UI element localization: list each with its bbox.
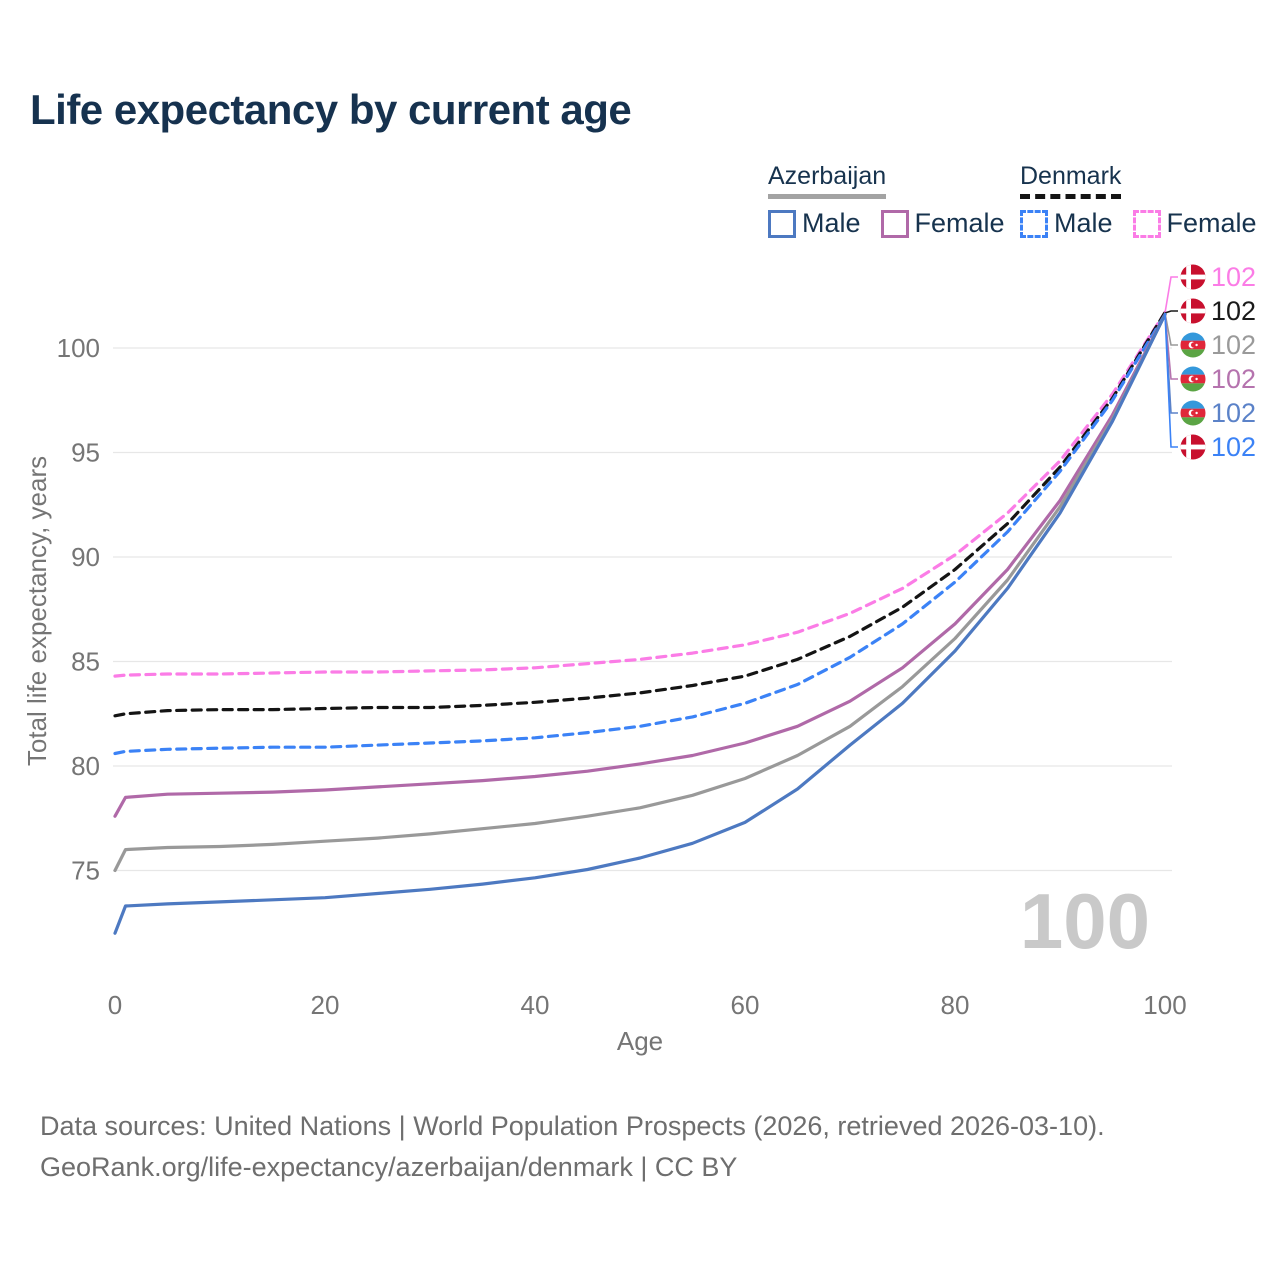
y-tick-label-90: 90 [71, 542, 100, 572]
x-tick-label-0: 0 [108, 990, 122, 1020]
series-line-azerbaijan-male [113, 313, 1167, 935]
legend-item-azerbaijan-male[interactable]: Male [768, 208, 861, 239]
legend-items-denmark: Male Female [1020, 208, 1257, 239]
y-tick-label-80: 80 [71, 751, 100, 781]
leader-line-5 [1164, 312, 1178, 448]
flag-denmark-icon [1180, 264, 1206, 290]
footer-attribution: GeoRank.org/life-expectancy/azerbaijan/d… [40, 1152, 738, 1182]
end-value-label-2: 102 [1211, 330, 1256, 360]
flag-denmark-icon [1180, 434, 1206, 460]
legend-item-denmark-female[interactable]: Female [1132, 208, 1257, 239]
page-title: Life expectancy by current age [30, 86, 632, 133]
series-line-denmark-female [113, 310, 1167, 678]
series-line-azerbaijan-both-sexes [113, 313, 1167, 873]
y-tick-label-100: 100 [57, 333, 100, 363]
legend-label-azerbaijan-female: Female [914, 208, 1005, 238]
leader-line-1 [1164, 310, 1178, 314]
y-tick-label-85: 85 [71, 647, 100, 677]
legend-items-azerbaijan: Male Female [768, 208, 1005, 239]
flag-denmark-icon [1180, 298, 1206, 324]
legend-label-azerbaijan-male: Male [802, 208, 861, 238]
y-tick-label-95: 95 [71, 438, 100, 468]
x-tick-label-60: 60 [731, 990, 760, 1020]
x-tick-label-100: 100 [1143, 990, 1186, 1020]
legend-item-denmark-male[interactable]: Male [1020, 208, 1113, 239]
end-value-label-5: 102 [1211, 432, 1256, 462]
series-line-denmark-male [113, 313, 1167, 756]
x-tick-label-20: 20 [311, 990, 340, 1020]
legend-swatch-azerbaijan-male [768, 209, 796, 238]
end-value-label-3: 102 [1211, 364, 1256, 394]
legend-group-denmark: Denmark Male Female [1020, 162, 1257, 239]
footer-sources: Data sources: United Nations | World Pop… [40, 1111, 1105, 1141]
legend-swatch-denmark-female [1132, 209, 1161, 238]
end-value-label-1: 102 [1211, 296, 1256, 326]
flag-azerbaijan-icon [1180, 366, 1206, 392]
legend-label-denmark-female: Female [1166, 208, 1257, 238]
leader-line-2 [1164, 312, 1178, 346]
legend-group-title-denmark: Denmark [1020, 162, 1122, 199]
end-value-label-4: 102 [1211, 398, 1256, 428]
age-indicator-watermark: 100 [1020, 877, 1150, 965]
legend-group-title-azerbaijan: Azerbaijan [768, 162, 887, 199]
x-axis-title: Age [617, 1026, 663, 1056]
legend-group-azerbaijan: Azerbaijan Male Female [768, 162, 1005, 239]
leader-line-0 [1164, 276, 1178, 314]
flag-azerbaijan-icon [1180, 400, 1206, 426]
legend-swatch-azerbaijan-female [880, 209, 909, 238]
legend-swatch-denmark-male [1020, 209, 1048, 238]
x-tick-label-80: 80 [941, 990, 970, 1020]
y-tick-label-75: 75 [71, 856, 100, 886]
series-line-denmark-both-sexes [113, 310, 1167, 718]
legend-item-azerbaijan-female[interactable]: Female [880, 208, 1005, 239]
x-tick-label-40: 40 [521, 990, 550, 1020]
footer: Data sources: United Nations | World Pop… [40, 1106, 1105, 1188]
flag-azerbaijan-icon [1180, 332, 1206, 358]
y-axis-title: Total life expectancy, years [22, 456, 52, 766]
legend-label-denmark-male: Male [1054, 208, 1113, 238]
end-value-label-0: 102 [1211, 262, 1256, 292]
series-line-azerbaijan-female [113, 313, 1167, 818]
